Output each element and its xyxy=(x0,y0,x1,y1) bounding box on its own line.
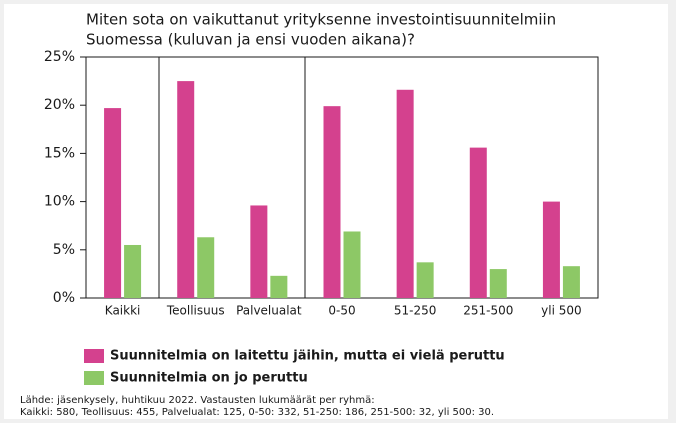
x-tick-label: Kaikki xyxy=(105,304,141,318)
bar xyxy=(197,237,215,298)
bar xyxy=(270,275,288,298)
x-tick-label: Teollisuus xyxy=(166,304,225,318)
legend-swatch xyxy=(84,371,104,385)
bar xyxy=(396,89,414,298)
x-tick-label: yli 500 xyxy=(541,304,582,318)
bar xyxy=(177,81,195,298)
source-note: Kaikki: 580, Teollisuus: 455, Palveluala… xyxy=(20,407,494,418)
x-tick-label: Palvelualat xyxy=(236,304,302,318)
y-tick-label: 25% xyxy=(44,49,75,65)
bar xyxy=(104,108,122,298)
chart-title: Suomessa (kuluvan ja ensi vuoden aikana)… xyxy=(86,31,415,49)
bar xyxy=(124,244,142,298)
bar xyxy=(469,147,487,298)
bar xyxy=(250,205,268,298)
bar xyxy=(323,106,341,298)
legend-swatch xyxy=(84,349,104,363)
plot-frame xyxy=(85,56,599,299)
bar xyxy=(343,231,361,298)
legend-label: Suunnitelmia on laitettu jäihin, mutta e… xyxy=(110,349,505,364)
x-tick-label: 51-250 xyxy=(394,304,437,318)
y-tick-label: 15% xyxy=(44,145,75,161)
x-tick-label: 0-50 xyxy=(328,304,355,318)
source-note: Lähde: jäsenkysely, huhtikuu 2022. Vasta… xyxy=(20,395,375,406)
x-tick-label: 251-500 xyxy=(463,304,513,318)
y-tick-label: 10% xyxy=(44,194,75,210)
chart-title: Miten sota on vaikuttanut yrityksenne in… xyxy=(86,11,556,29)
bar xyxy=(489,269,507,298)
y-tick-label: 0% xyxy=(53,290,75,306)
bar xyxy=(416,262,434,298)
y-tick-label: 20% xyxy=(44,97,75,113)
y-tick-label: 5% xyxy=(53,242,75,258)
legend-label: Suunnitelmia on jo peruttu xyxy=(110,371,308,386)
bar xyxy=(542,201,560,298)
bar xyxy=(562,266,580,298)
